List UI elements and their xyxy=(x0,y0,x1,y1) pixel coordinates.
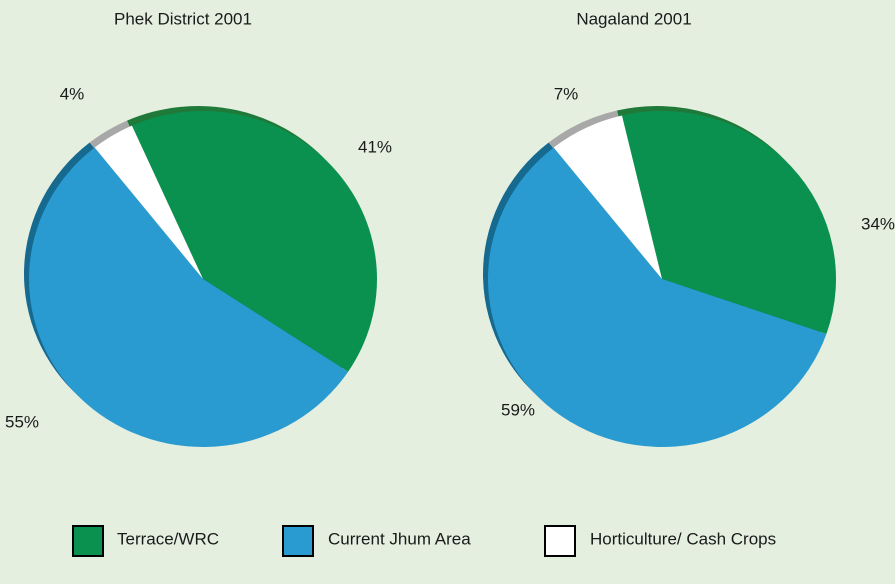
chart-title: Phek District 2001 xyxy=(114,9,252,28)
legend-label: Horticulture/ Cash Crops xyxy=(590,529,776,548)
slice xyxy=(131,111,377,372)
slice xyxy=(553,115,662,279)
legend-swatch xyxy=(282,525,314,557)
data-label: 41% xyxy=(358,137,392,156)
data-label: 34% xyxy=(861,214,895,233)
legend-label: Terrace/WRC xyxy=(117,529,219,548)
slice xyxy=(621,111,836,334)
legend-label: Current Jhum Area xyxy=(328,529,471,548)
slice xyxy=(94,125,203,279)
slice xyxy=(487,147,827,447)
legend-swatch xyxy=(72,525,104,557)
data-label: 7% xyxy=(554,84,579,103)
legend-swatch xyxy=(544,525,576,557)
data-label: 55% xyxy=(5,412,39,431)
slice xyxy=(28,147,349,447)
chart-title: Nagaland 2001 xyxy=(576,9,691,28)
data-label: 59% xyxy=(501,400,535,419)
data-label: 4% xyxy=(60,84,85,103)
